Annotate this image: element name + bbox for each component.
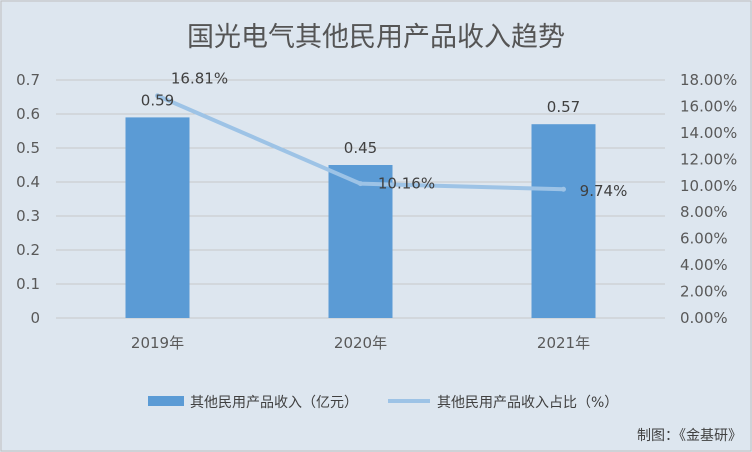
y-left-tick-label: 0.6 bbox=[16, 105, 40, 123]
x-tick-label: 2020年 bbox=[334, 334, 387, 352]
x-tick-label: 2019年 bbox=[131, 334, 184, 352]
y-right-tick-label: 10.00% bbox=[680, 177, 737, 195]
bar-value-label: 0.57 bbox=[547, 98, 580, 116]
legend-line-label: 其他民用产品收入占比（%） bbox=[437, 395, 618, 411]
legend: 其他民用产品收入（亿元） 其他民用产品收入占比（%） bbox=[148, 395, 618, 411]
line-point bbox=[358, 181, 363, 187]
y-right-tick-label: 18.00% bbox=[680, 71, 737, 89]
source-note: 制图：《金基研》 bbox=[637, 427, 742, 444]
line-series bbox=[155, 93, 566, 192]
y-right-tick-label: 4.00% bbox=[680, 256, 728, 274]
bar bbox=[328, 165, 393, 318]
chart-title: 国光电气其他民用产品收入趋势 bbox=[187, 22, 565, 53]
y-right-tick-label: 16.00% bbox=[680, 97, 737, 115]
y-left-tick-label: 0 bbox=[30, 309, 40, 327]
y-right-tick-label: 2.00% bbox=[680, 283, 728, 301]
line-value-label: 16.81% bbox=[171, 70, 228, 88]
y-left-tick-label: 0.5 bbox=[16, 139, 40, 157]
legend-bar-swatch bbox=[148, 396, 184, 406]
y-left-tick-label: 0.7 bbox=[16, 71, 40, 89]
bar-series bbox=[125, 117, 596, 319]
y-left-tick-label: 0.2 bbox=[16, 241, 40, 259]
bar bbox=[125, 117, 190, 319]
axes: 0 0.1 0.2 0.3 0.4 0.5 0.6 0.7 0.00% 2.00% 4.00% 6.0… bbox=[16, 71, 737, 352]
bar-value-label: 0.59 bbox=[141, 91, 174, 109]
legend-bar-label: 其他民用产品收入（亿元） bbox=[190, 395, 358, 411]
bar-value-label: 0.45 bbox=[344, 139, 377, 157]
y-left-tick-label: 0.1 bbox=[16, 275, 40, 293]
bar bbox=[531, 124, 596, 318]
line-value-label: 10.16% bbox=[378, 175, 435, 193]
line-value-label: 9.74% bbox=[580, 182, 628, 200]
y-left-tick-label: 0.4 bbox=[16, 173, 40, 191]
y-left-tick-label: 0.3 bbox=[16, 207, 40, 225]
y-right-tick-label: 8.00% bbox=[680, 203, 728, 221]
data-labels: 0.59 0.45 0.57 16.81% 10.16% 9.74% bbox=[141, 70, 628, 200]
x-tick-label: 2021年 bbox=[537, 334, 590, 352]
line-point bbox=[155, 93, 160, 99]
y-right-tick-label: 6.00% bbox=[680, 230, 728, 248]
line-point bbox=[561, 186, 566, 192]
y-right-tick-label: 12.00% bbox=[680, 150, 737, 168]
y-right-tick-label: 14.00% bbox=[680, 124, 737, 142]
y-right-tick-label: 0.00% bbox=[680, 309, 728, 327]
